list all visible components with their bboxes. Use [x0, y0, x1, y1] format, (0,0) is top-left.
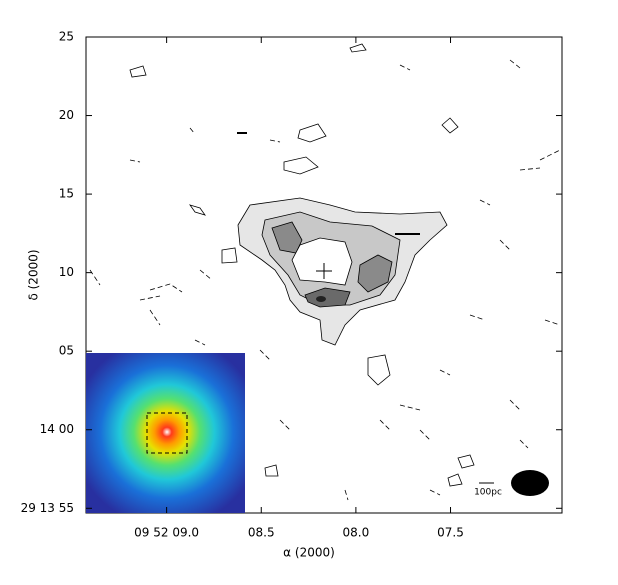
x-tick-label: 07.5 [437, 526, 464, 540]
y-tick-label: 10 [59, 265, 74, 279]
y-tick-label: 25 [59, 30, 74, 44]
y-tick-label: 14 00 [40, 422, 74, 436]
x-tick-label: 09 52 09.0 [134, 526, 199, 540]
x-tick-label: 08.5 [248, 526, 275, 540]
y-tick-label: 05 [59, 344, 74, 358]
y-tick-label: 20 [59, 108, 74, 122]
scale-bar-label: 100pc [474, 488, 502, 498]
y-tick-label: 29 13 55 [21, 501, 74, 515]
x-tick-label: 08.0 [343, 526, 370, 540]
cross [316, 263, 332, 279]
contours [89, 43, 561, 501]
y-axis-label: δ (2000) [27, 249, 41, 300]
inset [86, 353, 245, 513]
beam [511, 470, 549, 496]
y-tick-label: 15 [59, 187, 74, 201]
x-axis-label: α (2000) [283, 546, 335, 560]
